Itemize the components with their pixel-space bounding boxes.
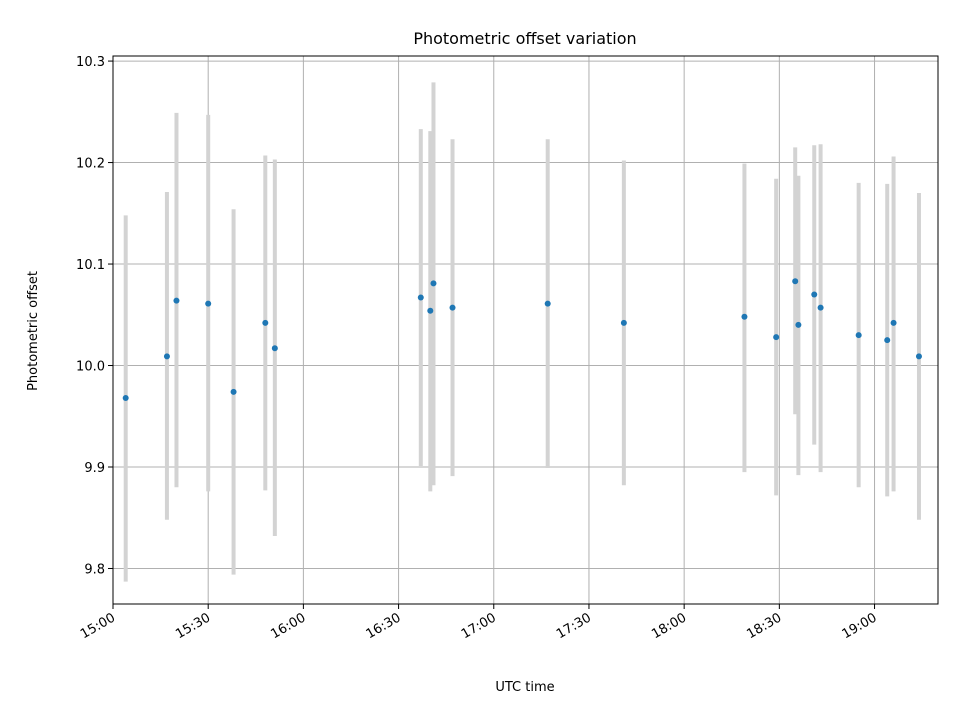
data-point <box>855 332 862 339</box>
data-point <box>890 319 897 326</box>
data-point <box>915 353 922 360</box>
data-points <box>122 278 922 401</box>
y-tick-label: 10.0 <box>76 360 105 375</box>
data-point <box>417 294 424 301</box>
data-point <box>544 300 551 307</box>
data-point <box>620 319 627 326</box>
data-point <box>122 394 129 401</box>
data-point <box>741 313 748 320</box>
y-tick-label: 10.3 <box>76 55 105 70</box>
y-axis-ticks: 9.8 9.9 10.0 10.1 10.2 10.3 <box>76 55 113 577</box>
grid <box>112 56 938 604</box>
data-point <box>449 304 456 311</box>
data-point <box>430 280 437 287</box>
data-point <box>884 337 891 344</box>
data-point <box>773 334 780 341</box>
y-tick-label: 10.1 <box>76 258 105 273</box>
y-tick-label: 9.8 <box>84 562 105 577</box>
data-point <box>817 304 824 311</box>
y-tick-label: 10.2 <box>76 157 105 172</box>
data-point <box>792 278 799 285</box>
data-point <box>271 345 278 352</box>
data-point <box>205 300 212 307</box>
data-point <box>163 353 170 360</box>
data-point <box>795 321 802 328</box>
plot-frame <box>112 55 939 605</box>
y-axis-label: Photometric offset <box>26 271 41 391</box>
y-tick-label: 9.9 <box>84 461 105 476</box>
data-point <box>262 319 269 326</box>
data-point <box>230 388 237 395</box>
data-point <box>811 291 818 298</box>
data-point <box>427 307 434 314</box>
x-axis-label: UTC time <box>495 680 554 695</box>
data-point <box>173 297 180 304</box>
chart-title: Photometric offset variation <box>413 29 636 48</box>
